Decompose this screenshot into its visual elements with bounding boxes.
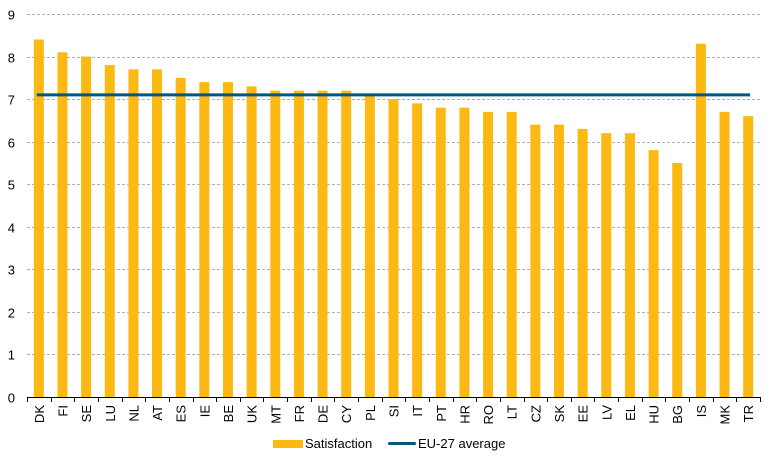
y-axis: 0 1 2 3 4 5 6 7 8 9 bbox=[8, 8, 15, 406]
x-tick-label: SE bbox=[79, 405, 94, 423]
y-tick-label: 0 bbox=[8, 391, 15, 406]
bar-ie bbox=[199, 82, 210, 397]
x-tick-label: FR bbox=[292, 405, 307, 422]
x-tick-label: RO bbox=[481, 405, 496, 425]
bar-uk bbox=[246, 86, 257, 397]
x-tick-label: SK bbox=[552, 405, 567, 423]
bar-de bbox=[317, 90, 328, 397]
x-tick-label: BG bbox=[670, 405, 685, 424]
legend-item-satisfaction: Satisfaction bbox=[273, 436, 372, 451]
legend-label-eu-average: EU-27 average bbox=[418, 436, 506, 451]
bar-is bbox=[695, 43, 706, 398]
bar-ee bbox=[577, 128, 588, 397]
bar-cy bbox=[341, 90, 352, 397]
x-tick-label: DE bbox=[316, 405, 331, 423]
x-tick-label: HU bbox=[647, 405, 662, 424]
x-tick-label: MT bbox=[268, 405, 283, 424]
bar-ro bbox=[483, 111, 494, 397]
x-tick-label: HR bbox=[457, 405, 472, 424]
x-tick-label: IS bbox=[694, 405, 709, 418]
x-tick-label: IE bbox=[197, 405, 212, 418]
x-tick-label: LV bbox=[599, 405, 614, 420]
y-tick-label: 3 bbox=[8, 263, 15, 278]
eu-average-swatch-icon bbox=[388, 442, 416, 445]
y-tick-label: 8 bbox=[8, 51, 15, 66]
x-tick-label: IT bbox=[410, 405, 425, 417]
x-tick-label: EE bbox=[576, 405, 591, 423]
bar-fi bbox=[57, 52, 68, 398]
y-tick-label: 1 bbox=[8, 348, 15, 363]
bar-lt bbox=[506, 111, 517, 397]
y-tick-label: 6 bbox=[8, 136, 15, 151]
bar-at bbox=[152, 69, 163, 398]
x-tick-label: BE bbox=[221, 405, 236, 423]
bar-fr bbox=[293, 90, 304, 397]
satisfaction-bars bbox=[33, 39, 754, 398]
x-axis: DK FI SE LU NL AT ES IE BE UK MT FR DE CY PL SI IT PT HR RO… bbox=[27, 397, 761, 425]
bar-lv bbox=[601, 133, 612, 397]
x-tick-label: LU bbox=[103, 405, 118, 422]
x-tick-label: AT bbox=[150, 405, 165, 421]
y-tick-label: 5 bbox=[8, 178, 15, 193]
x-tick-label: LT bbox=[505, 405, 520, 419]
bar-mt bbox=[270, 90, 281, 397]
x-tick-label: NL bbox=[126, 405, 141, 422]
legend-item-eu-average: EU-27 average bbox=[388, 436, 505, 451]
x-tick-label: CZ bbox=[528, 405, 543, 422]
legend-label-satisfaction: Satisfaction bbox=[305, 436, 373, 451]
bar-be bbox=[222, 82, 233, 397]
bar-cz bbox=[530, 124, 541, 398]
bar-mk bbox=[719, 111, 730, 397]
x-tick-label: FI bbox=[55, 405, 70, 417]
x-tick-label: PT bbox=[434, 405, 449, 422]
x-tick-label: ES bbox=[174, 405, 189, 423]
x-tick-label: CY bbox=[339, 405, 354, 423]
y-tick-label: 4 bbox=[8, 221, 15, 236]
bar-si bbox=[388, 99, 399, 397]
x-tick-label: PL bbox=[363, 405, 378, 421]
bar-tr bbox=[743, 116, 754, 397]
bar-el bbox=[624, 133, 635, 397]
satisfaction-swatch-icon bbox=[273, 439, 303, 448]
bar-se bbox=[81, 56, 92, 398]
bar-pt bbox=[435, 107, 446, 397]
legend: Satisfaction EU-27 average bbox=[0, 436, 776, 456]
x-tick-label: EL bbox=[623, 405, 638, 421]
x-tick-label: SI bbox=[387, 405, 402, 417]
x-tick-label: TR bbox=[741, 405, 756, 422]
bar-es bbox=[175, 77, 186, 397]
x-tick-label: UK bbox=[245, 405, 260, 423]
y-tick-label: 2 bbox=[8, 306, 15, 321]
x-tick-label: DK bbox=[32, 405, 47, 423]
bar-nl bbox=[128, 69, 139, 398]
y-tick-label: 9 bbox=[8, 8, 15, 23]
bar-sk bbox=[554, 124, 565, 398]
bar-bg bbox=[672, 162, 683, 397]
bar-it bbox=[412, 103, 423, 397]
y-tick-label: 7 bbox=[8, 93, 15, 108]
bar-dk bbox=[33, 39, 44, 398]
bar-pl bbox=[364, 94, 375, 397]
bar-hr bbox=[459, 107, 470, 397]
x-tick-label: MK bbox=[718, 405, 733, 425]
bar-hu bbox=[648, 150, 659, 397]
bar-lu bbox=[104, 65, 115, 398]
